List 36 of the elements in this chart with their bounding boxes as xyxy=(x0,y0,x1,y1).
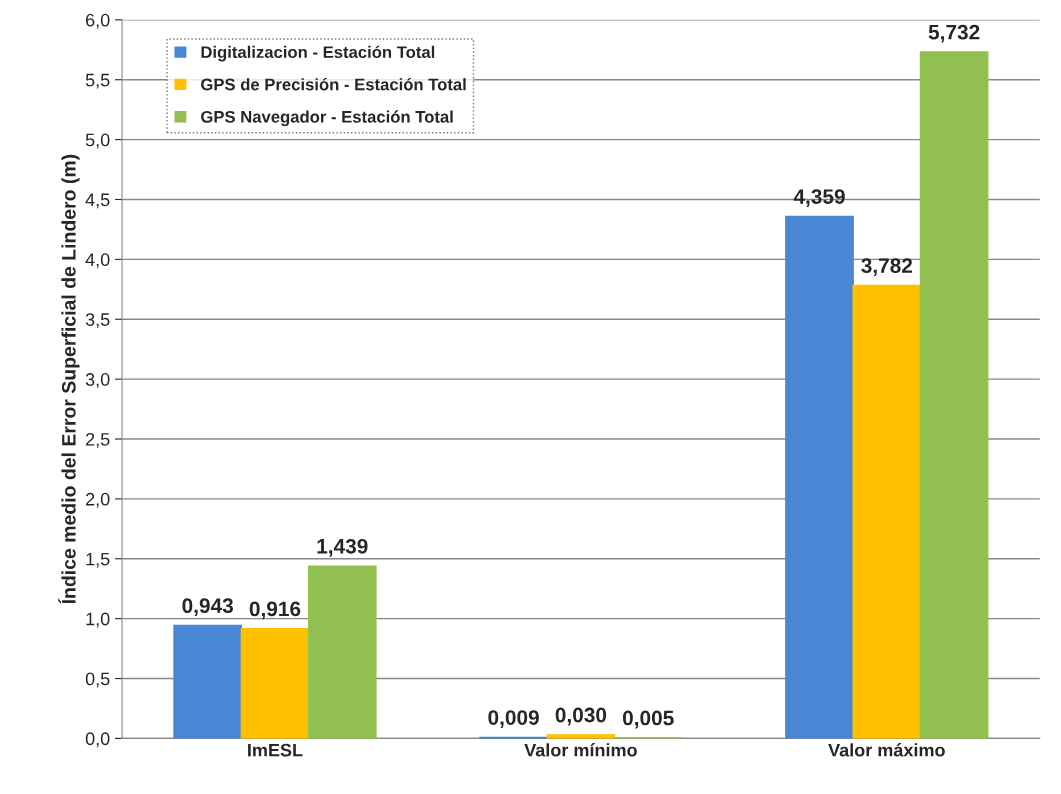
data-label: 0,009 xyxy=(488,710,539,728)
y-tick-label: 3,0 xyxy=(85,373,110,388)
y-tick-label: 5,0 xyxy=(85,133,110,149)
x-tick-label: ImESL xyxy=(248,743,303,757)
y-tick-label: 1,5 xyxy=(86,552,110,568)
y-tick-label: 0,5 xyxy=(85,672,110,688)
y-tick-label: 4,0 xyxy=(85,253,110,269)
y-tick-label: 0,0 xyxy=(85,732,110,748)
data-label: 0,030 xyxy=(555,707,607,726)
bar xyxy=(785,215,854,739)
y-tick-label: 1,0 xyxy=(86,612,110,628)
data-label: 5,732 xyxy=(928,24,980,43)
legend-label: Digitalizacion - Estación Total xyxy=(201,45,435,62)
bar xyxy=(852,284,922,739)
y-axis-title: Índice medio del Error Superficial de Lindero (m) xyxy=(58,154,80,604)
x-tick-label: Valor mínimo xyxy=(524,743,637,757)
data-label: 0,943 xyxy=(182,598,233,617)
bar xyxy=(240,628,310,739)
data-label: 3,782 xyxy=(861,258,913,277)
bar xyxy=(173,624,243,739)
bar xyxy=(546,734,616,739)
legend-label: GPS de Precisión - Estación Total xyxy=(201,77,466,91)
bar xyxy=(919,51,989,739)
y-tick-label: 5,5 xyxy=(85,73,110,89)
y-tick-label: 2,0 xyxy=(86,492,110,508)
legend-label: GPS Navegador - Estación Total xyxy=(201,110,453,127)
bar xyxy=(307,565,377,739)
data-label: 1,439 xyxy=(317,538,368,557)
x-tick-label: Valor máximo xyxy=(828,743,945,757)
y-tick-label: 4,5 xyxy=(85,193,110,209)
data-label: 0,916 xyxy=(249,601,301,620)
data-label: 0,005 xyxy=(622,710,674,729)
y-tick-label: 3,5 xyxy=(85,313,110,329)
data-label: 4,359 xyxy=(793,189,845,207)
y-tick-label: 6,0 xyxy=(86,13,110,29)
y-tick-label: 2,5 xyxy=(86,432,110,448)
